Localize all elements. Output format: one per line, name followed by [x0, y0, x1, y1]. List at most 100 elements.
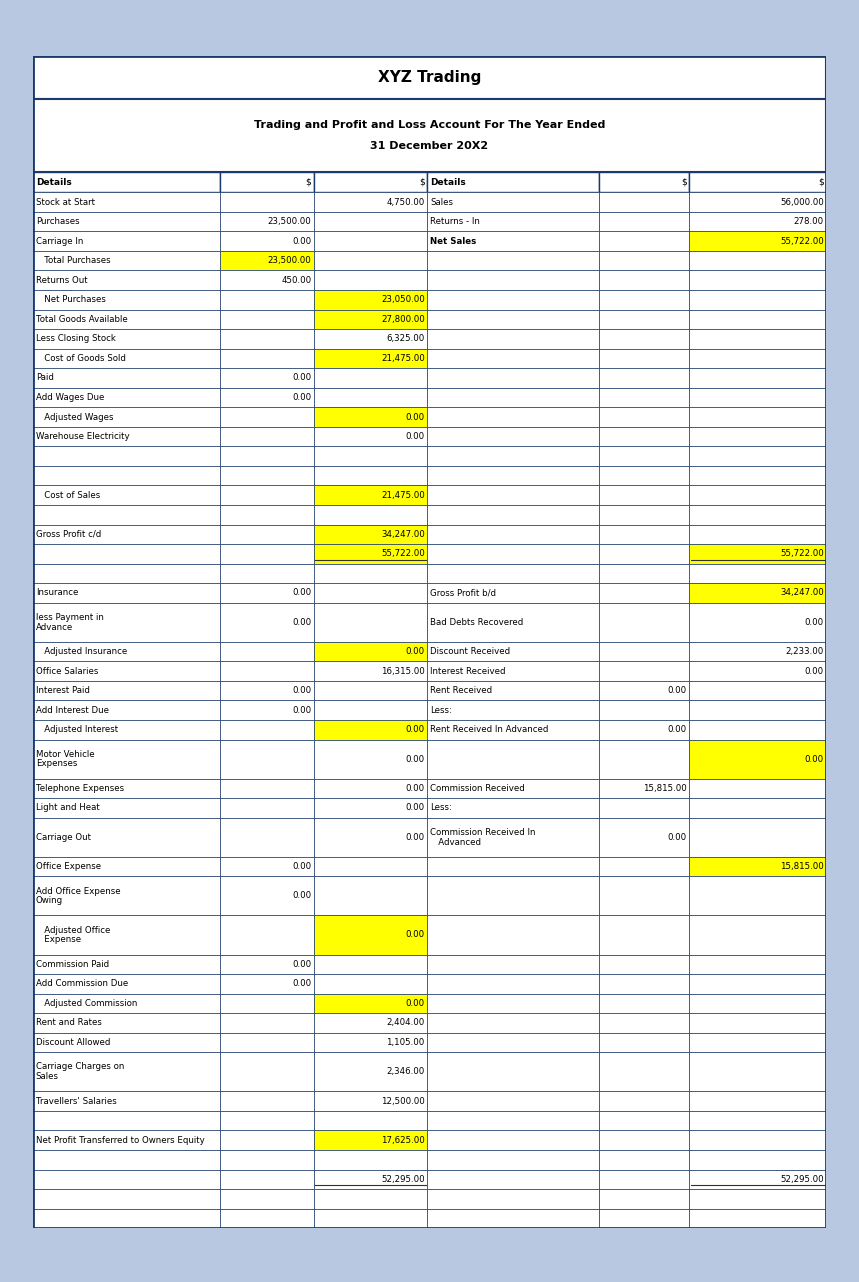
Text: 23,500.00: 23,500.00	[267, 256, 311, 265]
Text: Add Interest Due: Add Interest Due	[36, 705, 109, 714]
Bar	[33, 799, 220, 818]
Bar	[314, 1111, 427, 1131]
Bar	[689, 603, 826, 642]
Bar	[314, 642, 427, 662]
Bar	[33, 231, 220, 251]
Bar	[33, 251, 220, 271]
Text: 0.00: 0.00	[805, 667, 824, 676]
Bar	[427, 524, 599, 544]
Text: Carriage Out: Carriage Out	[36, 833, 91, 842]
Bar	[314, 720, 427, 740]
Text: 0.00: 0.00	[292, 373, 311, 382]
Bar	[689, 290, 826, 309]
Bar	[689, 251, 826, 271]
Text: 52,295.00: 52,295.00	[381, 1174, 424, 1183]
Text: Net Profit Transferred to Owners Equity: Net Profit Transferred to Owners Equity	[36, 1136, 204, 1145]
Bar	[599, 1111, 689, 1131]
Bar	[33, 662, 220, 681]
Bar	[33, 408, 220, 427]
Bar	[33, 1053, 220, 1091]
Bar	[689, 681, 826, 700]
Bar	[220, 662, 314, 681]
Bar	[220, 974, 314, 994]
Bar	[220, 544, 314, 564]
Bar	[314, 740, 427, 778]
Bar	[33, 1150, 220, 1169]
Bar	[314, 524, 427, 544]
Bar	[33, 446, 220, 465]
Bar	[314, 1131, 427, 1150]
Bar	[599, 740, 689, 778]
Bar	[314, 662, 427, 681]
Bar	[33, 99, 826, 172]
Bar	[220, 524, 314, 544]
Bar	[599, 172, 689, 192]
Bar	[220, 564, 314, 583]
Bar	[33, 524, 220, 544]
Text: Rent and Rates: Rent and Rates	[36, 1018, 101, 1027]
Bar	[427, 778, 599, 799]
Bar	[220, 1190, 314, 1209]
Bar	[599, 329, 689, 349]
Bar	[33, 192, 220, 212]
Bar	[599, 720, 689, 740]
Bar	[599, 1209, 689, 1228]
Text: 0.00: 0.00	[405, 432, 424, 441]
Bar	[599, 1033, 689, 1053]
Bar	[220, 1131, 314, 1150]
Bar	[427, 309, 599, 329]
Text: 52,295.00: 52,295.00	[780, 1174, 824, 1183]
Text: $: $	[681, 178, 686, 187]
Bar	[33, 603, 220, 642]
Bar	[689, 544, 826, 564]
Bar	[33, 856, 220, 877]
Text: Adjusted Office
   Expense: Adjusted Office Expense	[36, 926, 110, 945]
Text: 0.00: 0.00	[405, 999, 424, 1008]
Bar	[689, 955, 826, 974]
Bar	[599, 877, 689, 915]
Bar	[689, 1190, 826, 1209]
Bar	[33, 681, 220, 700]
Text: 0.00: 0.00	[805, 755, 824, 764]
Text: 0.00: 0.00	[292, 960, 311, 969]
Bar	[220, 1111, 314, 1131]
Bar	[689, 778, 826, 799]
Bar	[427, 662, 599, 681]
Bar	[220, 231, 314, 251]
Bar	[427, 544, 599, 564]
Text: 0.00: 0.00	[405, 833, 424, 842]
Text: Cost of Sales: Cost of Sales	[36, 491, 100, 500]
Text: Details: Details	[430, 178, 466, 187]
Text: Carriage In: Carriage In	[36, 237, 83, 246]
Bar	[33, 427, 220, 446]
Bar	[314, 1053, 427, 1091]
Bar	[33, 778, 220, 799]
Bar	[599, 974, 689, 994]
Bar	[33, 877, 220, 915]
Text: 0.00: 0.00	[405, 804, 424, 813]
Bar	[599, 955, 689, 974]
Bar	[314, 1013, 427, 1033]
Bar	[314, 778, 427, 799]
Bar	[220, 290, 314, 309]
Bar	[314, 192, 427, 212]
Text: 450.00: 450.00	[281, 276, 311, 285]
Text: 0.00: 0.00	[405, 755, 424, 764]
Bar	[689, 329, 826, 349]
Bar	[599, 662, 689, 681]
Bar	[314, 329, 427, 349]
Bar	[427, 700, 599, 720]
Bar	[427, 387, 599, 408]
Bar	[599, 368, 689, 387]
Bar	[689, 387, 826, 408]
Text: 55,722.00: 55,722.00	[780, 237, 824, 246]
Bar	[33, 271, 220, 290]
Text: 17,625.00: 17,625.00	[381, 1136, 424, 1145]
Bar	[314, 681, 427, 700]
Bar	[314, 994, 427, 1013]
Bar	[33, 544, 220, 564]
Bar	[689, 505, 826, 524]
Bar	[599, 1053, 689, 1091]
Bar	[427, 1150, 599, 1169]
Bar	[427, 349, 599, 368]
